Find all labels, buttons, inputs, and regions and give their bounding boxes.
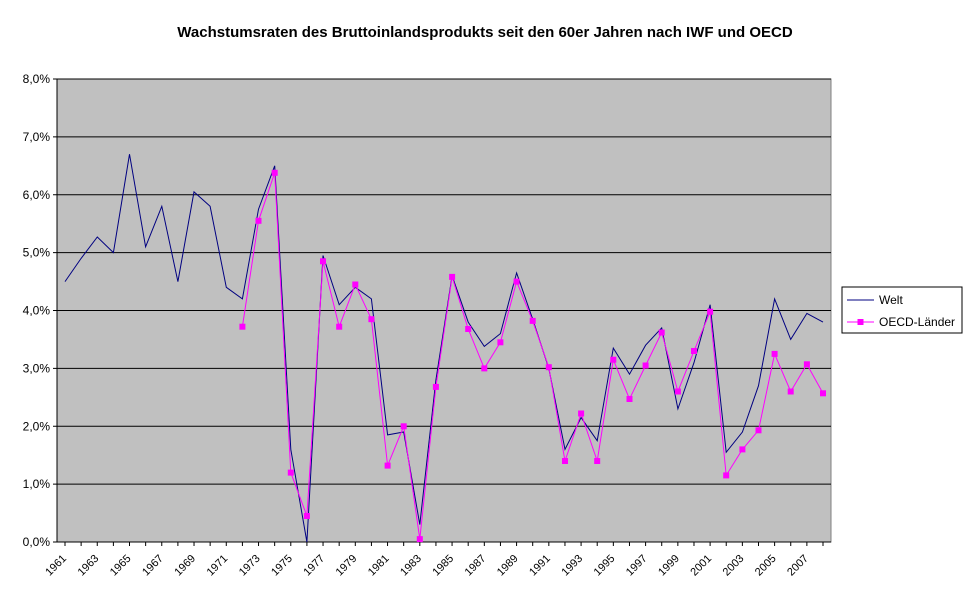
data-point xyxy=(352,281,359,288)
x-tick-label: 1997 xyxy=(624,553,650,579)
legend-label-oecd: OECD-Länder xyxy=(879,315,955,329)
x-tick-label: 1969 xyxy=(172,553,198,579)
data-point xyxy=(594,458,601,464)
data-point xyxy=(497,339,504,346)
data-point xyxy=(465,326,472,332)
x-tick-label: 1977 xyxy=(301,553,327,579)
data-point xyxy=(820,390,826,397)
data-point xyxy=(320,258,326,265)
x-tick-label: 1999 xyxy=(656,553,682,579)
x-tick-label: 1979 xyxy=(334,553,360,579)
series-layer xyxy=(64,154,826,543)
data-point xyxy=(674,388,681,395)
data-point xyxy=(384,462,391,469)
y-tick-label: 4,0% xyxy=(23,304,51,318)
y-tick-label: 6,0% xyxy=(23,188,51,202)
gridlines xyxy=(57,78,831,485)
data-point xyxy=(658,329,665,336)
data-point xyxy=(239,323,246,330)
x-tick-label: 1987 xyxy=(463,553,489,579)
x-tick-label: 1985 xyxy=(430,553,456,579)
x-tick-label: 1965 xyxy=(108,553,134,579)
x-tick-label: 1993 xyxy=(559,553,585,579)
x-tick-label: 2001 xyxy=(688,553,714,579)
data-point xyxy=(562,458,568,464)
x-tick-label: 1991 xyxy=(527,553,553,579)
x-tick-label: 1989 xyxy=(495,553,521,579)
y-tick-label: 8,0% xyxy=(23,72,51,86)
data-point xyxy=(432,383,439,390)
data-point xyxy=(513,278,520,285)
x-tick-label: 2003 xyxy=(721,553,747,579)
data-point xyxy=(400,423,407,430)
y-tick-label: 1,0% xyxy=(23,477,51,491)
x-tick-label: 1975 xyxy=(269,553,295,579)
x-tick-label: 1981 xyxy=(366,553,392,579)
legend: Welt OECD-Länder xyxy=(841,286,963,334)
data-point xyxy=(336,323,343,330)
data-point xyxy=(529,317,536,324)
legend-marker-oecd xyxy=(857,319,864,325)
data-point xyxy=(368,316,375,323)
data-point xyxy=(771,350,778,357)
x-tick-label: 1967 xyxy=(140,553,166,579)
data-point xyxy=(803,361,810,368)
x-tick-label: 1973 xyxy=(237,553,263,579)
data-point xyxy=(255,217,262,224)
data-point xyxy=(481,365,488,372)
y-tick-label: 7,0% xyxy=(23,130,51,144)
x-tick-label: 1963 xyxy=(76,553,102,579)
data-point xyxy=(691,348,697,354)
x-tick-label: 1995 xyxy=(592,553,618,579)
y-axis-ticks: 0,0% 1,0% 2,0% 3,0% 4,0% 5,0% 6,0% 7,0% 8,0% xyxy=(23,72,58,549)
data-point xyxy=(578,410,585,417)
data-point xyxy=(303,513,310,519)
y-tick-label: 3,0% xyxy=(23,361,51,375)
x-tick-label: 1971 xyxy=(205,553,231,579)
data-point xyxy=(287,469,294,476)
data-point xyxy=(755,427,762,434)
data-point xyxy=(610,356,617,363)
legend-label-welt: Welt xyxy=(879,293,903,307)
data-point xyxy=(707,308,714,315)
x-axis-ticks: 1961 1963 1965 1967 1969 1971 1973 1975 1977 1979… xyxy=(43,541,831,579)
y-tick-label: 5,0% xyxy=(23,246,51,260)
x-tick-label: 2007 xyxy=(785,553,811,579)
legend-box xyxy=(841,286,963,334)
data-point xyxy=(787,388,794,395)
y-tick-label: 0,0% xyxy=(23,535,51,549)
data-point xyxy=(626,396,633,402)
x-tick-label: 1983 xyxy=(398,553,424,579)
y-tick-label: 2,0% xyxy=(23,419,51,433)
data-point xyxy=(416,536,423,543)
x-tick-label: 1961 xyxy=(43,553,69,579)
data-point xyxy=(642,362,649,369)
data-point xyxy=(271,169,278,176)
data-point xyxy=(545,364,552,371)
x-tick-label: 2005 xyxy=(753,553,779,579)
chart-title: Wachstumsraten des Bruttoinlandsprodukts… xyxy=(177,24,793,41)
data-point xyxy=(739,446,746,453)
data-point xyxy=(449,273,456,280)
data-point xyxy=(723,472,730,479)
